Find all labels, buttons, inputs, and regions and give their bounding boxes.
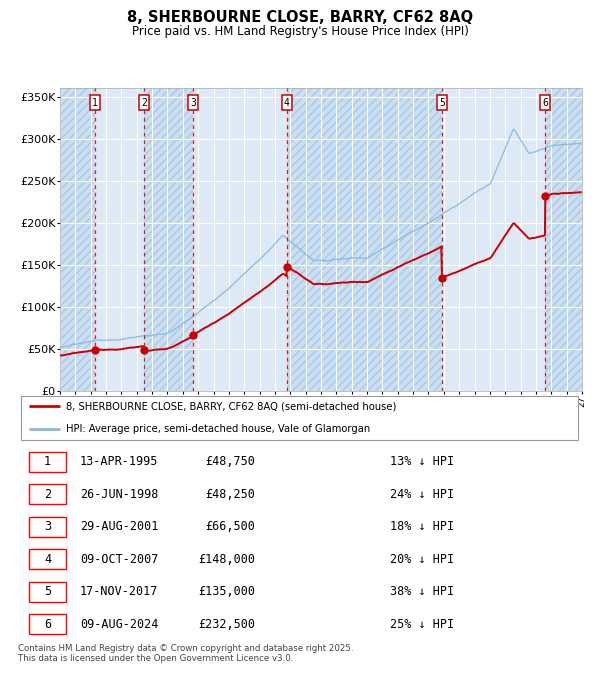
Bar (95, 88, 144, 391)
Text: 09-OCT-2007: 09-OCT-2007 (80, 553, 158, 566)
Text: 1: 1 (44, 455, 51, 468)
Text: 6: 6 (44, 618, 51, 631)
FancyBboxPatch shape (29, 517, 66, 537)
Text: 8, SHERBOURNE CLOSE, BARRY, CF62 8AQ (semi-detached house): 8, SHERBOURNE CLOSE, BARRY, CF62 8AQ (se… (66, 401, 397, 411)
Text: 13-APR-1995: 13-APR-1995 (80, 455, 158, 468)
Text: Contains HM Land Registry data © Crown copyright and database right 2025.
This d: Contains HM Land Registry data © Crown c… (18, 644, 353, 664)
Text: 1: 1 (92, 98, 98, 107)
Text: 17-NOV-2017: 17-NOV-2017 (80, 585, 158, 598)
Text: 5: 5 (439, 98, 445, 107)
Text: 18% ↓ HPI: 18% ↓ HPI (390, 520, 454, 533)
Bar (442, 88, 545, 391)
Text: 24% ↓ HPI: 24% ↓ HPI (390, 488, 454, 500)
Text: 38% ↓ HPI: 38% ↓ HPI (390, 585, 454, 598)
Text: 8, SHERBOURNE CLOSE, BARRY, CF62 8AQ: 8, SHERBOURNE CLOSE, BARRY, CF62 8AQ (127, 10, 473, 25)
Bar (287, 88, 442, 391)
Text: 13% ↓ HPI: 13% ↓ HPI (390, 455, 454, 468)
FancyBboxPatch shape (29, 581, 66, 602)
FancyBboxPatch shape (29, 484, 66, 505)
Text: 25% ↓ HPI: 25% ↓ HPI (390, 618, 454, 631)
Text: 09-AUG-2024: 09-AUG-2024 (80, 618, 158, 631)
Bar (287, 88, 442, 391)
Text: 3: 3 (44, 520, 51, 533)
Text: 2: 2 (44, 488, 51, 500)
Text: 2: 2 (142, 98, 147, 107)
Text: 6: 6 (542, 98, 548, 107)
Text: £135,000: £135,000 (198, 585, 255, 598)
Text: 3: 3 (190, 98, 196, 107)
FancyBboxPatch shape (29, 549, 66, 569)
Bar (545, 88, 582, 391)
Text: 4: 4 (44, 553, 51, 566)
Text: £48,750: £48,750 (205, 455, 255, 468)
Text: 4: 4 (284, 98, 290, 107)
FancyBboxPatch shape (29, 452, 66, 472)
Bar (545, 88, 582, 391)
Bar (60, 88, 95, 391)
Text: 5: 5 (44, 585, 51, 598)
Bar (193, 88, 287, 391)
FancyBboxPatch shape (21, 396, 578, 440)
FancyBboxPatch shape (29, 614, 66, 634)
Text: £48,250: £48,250 (205, 488, 255, 500)
Bar (144, 88, 193, 391)
Text: 20% ↓ HPI: 20% ↓ HPI (390, 553, 454, 566)
Text: 29-AUG-2001: 29-AUG-2001 (80, 520, 158, 533)
Bar (144, 88, 193, 391)
Text: £66,500: £66,500 (205, 520, 255, 533)
Bar (60, 88, 95, 391)
Text: 26-JUN-1998: 26-JUN-1998 (80, 488, 158, 500)
Text: £232,500: £232,500 (198, 618, 255, 631)
Text: Price paid vs. HM Land Registry's House Price Index (HPI): Price paid vs. HM Land Registry's House … (131, 25, 469, 38)
Text: £148,000: £148,000 (198, 553, 255, 566)
Text: HPI: Average price, semi-detached house, Vale of Glamorgan: HPI: Average price, semi-detached house,… (66, 424, 370, 434)
